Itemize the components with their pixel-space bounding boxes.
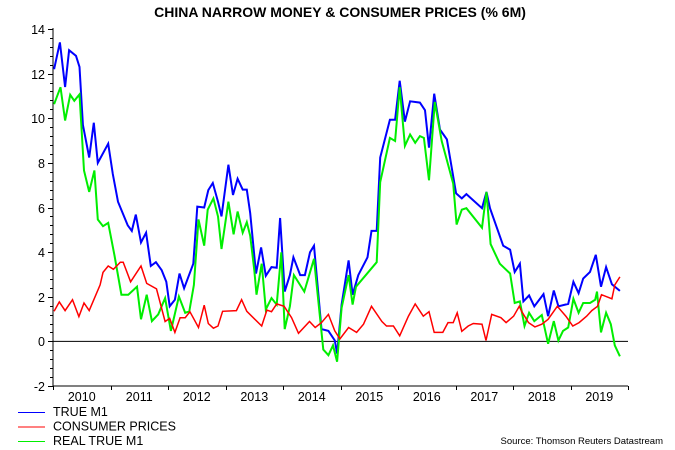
source-note: Source: Thomson Reuters Datastream — [501, 436, 664, 447]
series-line-real-true-m1 — [53, 86, 621, 362]
series-line-true-m1 — [53, 42, 621, 354]
y-tick-label: 8 — [38, 157, 45, 171]
x-tick-label: 2014 — [298, 390, 326, 404]
axes: -2 0 2 4 6 8 10 12 14 2010 2011 2012 2013 2014 2015 201… — [31, 23, 629, 404]
y-tick-label: 12 — [31, 68, 45, 82]
y-tick-label: 14 — [31, 23, 45, 37]
series-group — [53, 42, 621, 362]
x-tick-label: 2018 — [528, 390, 556, 404]
y-tick-label: 0 — [38, 335, 45, 349]
y-tick-label: 2 — [38, 291, 45, 305]
legend-label: CONSUMER PRICES — [53, 420, 176, 434]
series-line-consumer-prices — [53, 261, 621, 341]
x-tick-label: 2011 — [126, 390, 153, 404]
chart-title: CHINA NARROW MONEY & CONSUMER PRICES (% … — [154, 4, 526, 20]
x-tick-label: 2013 — [240, 390, 268, 404]
y-tick-label: 10 — [31, 112, 45, 126]
x-tick-label: 2017 — [470, 390, 498, 404]
x-tick-label: 2016 — [413, 390, 441, 404]
x-tick-label: 2012 — [183, 390, 211, 404]
legend-label: TRUE M1 — [53, 405, 108, 419]
x-tick-label: 2010 — [68, 390, 96, 404]
y-tick-label: 6 — [38, 202, 45, 216]
y-tick-label: 4 — [38, 246, 45, 260]
x-tick-label: 2019 — [585, 390, 613, 404]
y-tick-label: -2 — [34, 380, 45, 394]
legend-label: REAL TRUE M1 — [53, 434, 143, 448]
x-tick-label: 2015 — [355, 390, 383, 404]
